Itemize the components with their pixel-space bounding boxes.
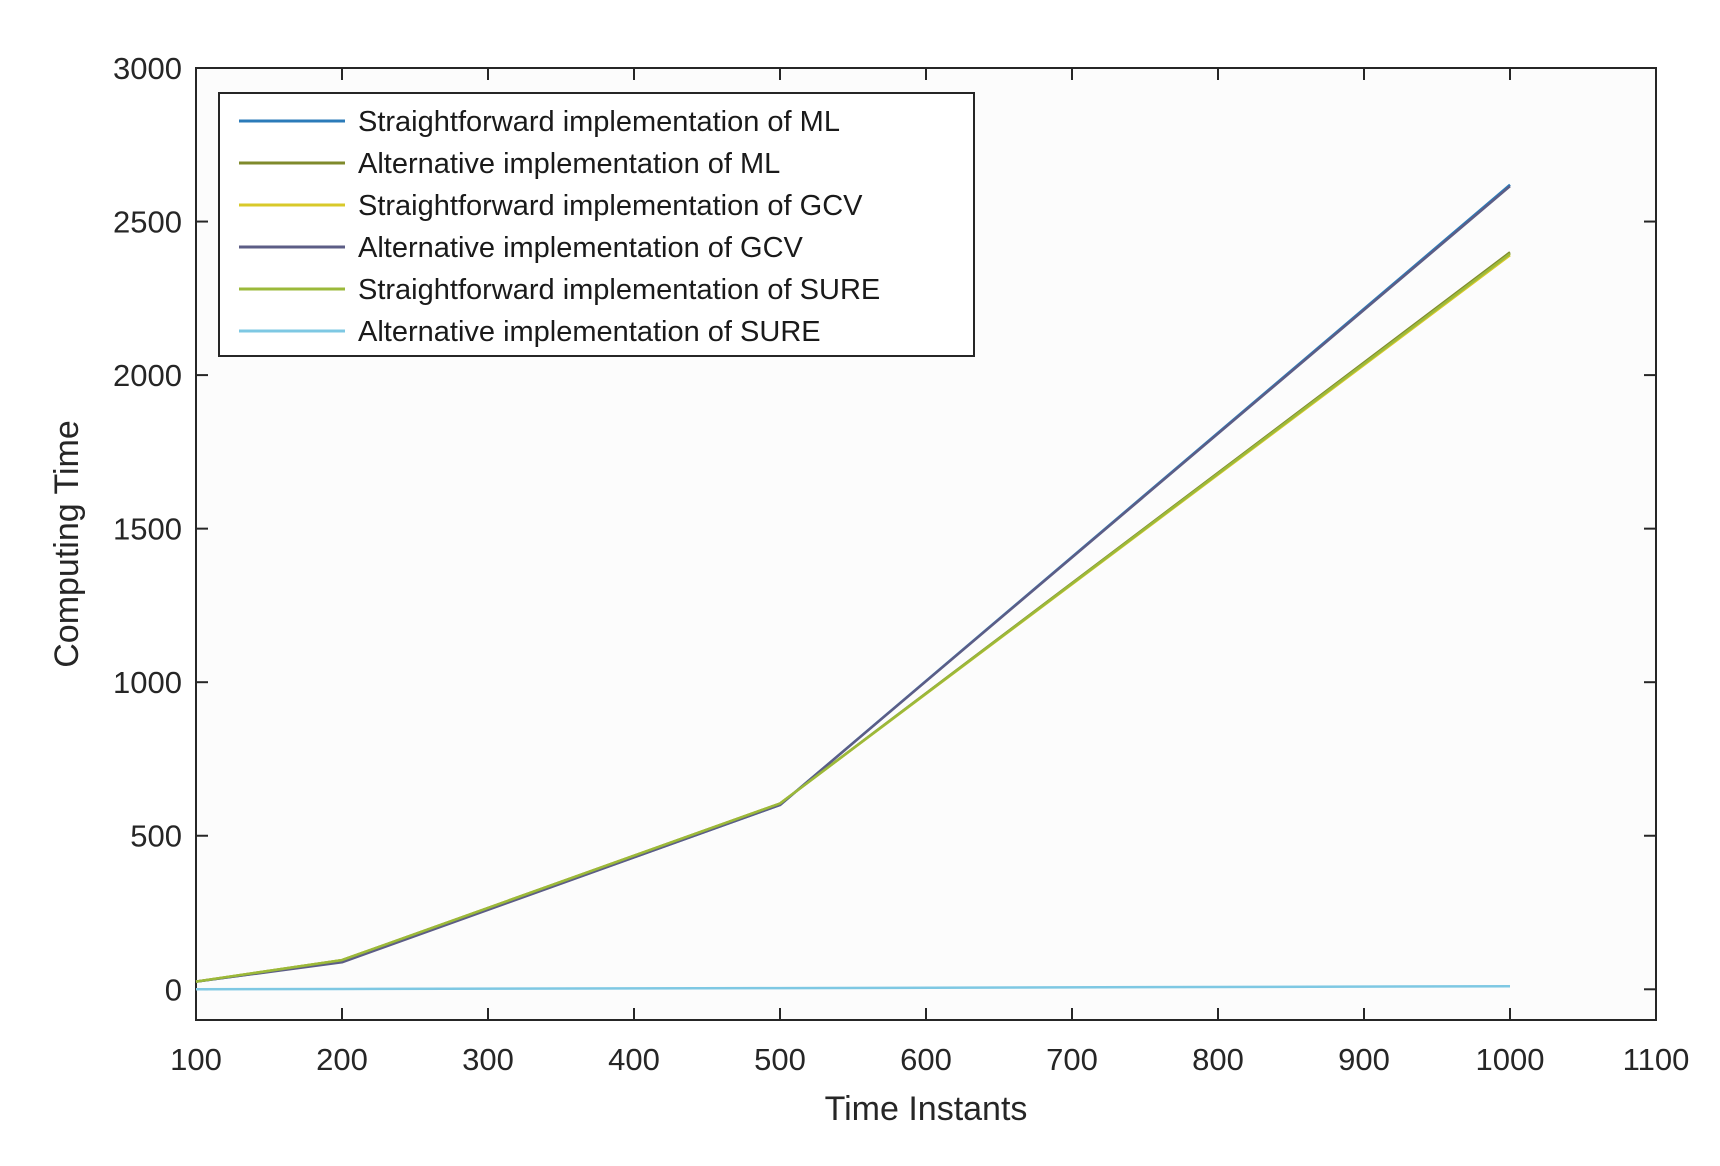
x-tick-label: 1100 — [1623, 1042, 1690, 1077]
x-tick-label: 900 — [1338, 1042, 1390, 1077]
y-tick-label: 1000 — [113, 665, 182, 700]
legend-label-6: Alternative implementation of SURE — [358, 316, 821, 348]
y-tick-label: 0 — [165, 972, 182, 1007]
y-axis-label: Computing Time — [48, 420, 86, 668]
series-line-6 — [195, 984, 1511, 991]
legend-label-5: Straightforward implementation of SURE — [358, 274, 880, 306]
legend-label-1: Straightforward implementation of ML — [358, 106, 840, 138]
legend-label-4: Alternative implementation of GCV — [358, 232, 804, 264]
y-tick-label: 1500 — [113, 512, 182, 547]
x-tick-label: 100 — [170, 1042, 222, 1077]
legend-label-2: Alternative implementation of ML — [358, 148, 780, 180]
y-tick-label: 2500 — [113, 205, 182, 240]
x-tick-label: 700 — [1046, 1042, 1098, 1077]
x-tick-label: 600 — [900, 1042, 952, 1077]
legend: Straightforward implementation of ML Alte… — [218, 92, 975, 357]
x-axis-label: Time Instants — [825, 1090, 1028, 1128]
x-tick-label: 300 — [462, 1042, 514, 1077]
x-tick-label: 400 — [608, 1042, 660, 1077]
legend-label-3: Straightforward implementation of GCV — [358, 190, 863, 222]
x-tick-label: 500 — [754, 1042, 806, 1077]
y-tick-label: 2000 — [113, 358, 182, 393]
x-tick-label: 1000 — [1476, 1042, 1545, 1077]
series-line-5 — [195, 252, 1511, 983]
x-tick-label: 200 — [316, 1042, 368, 1077]
x-tick-label: 800 — [1192, 1042, 1244, 1077]
y-tick-label: 500 — [130, 819, 182, 854]
legend-box — [218, 92, 975, 357]
y-tick-label: 3000 — [113, 51, 182, 86]
